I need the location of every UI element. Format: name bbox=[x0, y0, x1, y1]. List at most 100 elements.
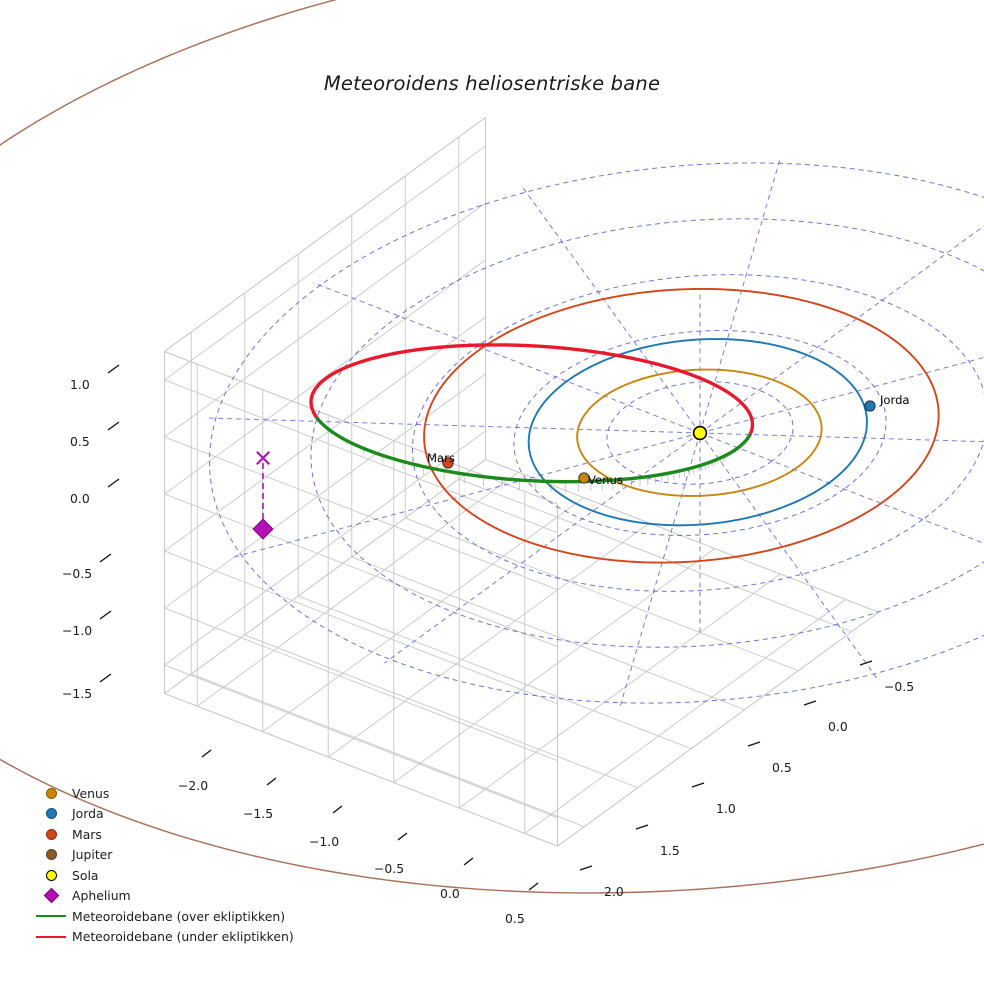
axis-tick bbox=[266, 777, 277, 786]
marker-aphelion[interactable] bbox=[252, 518, 274, 540]
y-tick-label: 1.5 bbox=[660, 843, 680, 858]
legend-item[interactable]: Mars bbox=[30, 824, 330, 845]
legend-marker bbox=[30, 828, 72, 840]
axis-tick bbox=[107, 478, 120, 488]
body-label-mars: Mars bbox=[427, 451, 455, 465]
grid-line bbox=[524, 599, 847, 834]
grid-line bbox=[458, 573, 781, 809]
legend-marker bbox=[30, 887, 72, 904]
x-tick-label: −1.5 bbox=[243, 806, 274, 821]
grid-line bbox=[164, 379, 558, 534]
y-tick-label: 1.0 bbox=[716, 801, 736, 816]
circle-marker-icon bbox=[45, 787, 57, 799]
circle-marker-icon bbox=[45, 849, 57, 861]
axis-tick bbox=[397, 832, 408, 841]
circle-marker-icon bbox=[45, 808, 57, 820]
axis-tick bbox=[107, 364, 120, 374]
aphelion-cross-icon bbox=[256, 451, 270, 465]
legend-label: Jorda bbox=[72, 806, 104, 822]
grid-line bbox=[191, 673, 585, 828]
legend-item[interactable]: Jorda bbox=[30, 804, 330, 825]
axis-tick-marks bbox=[99, 364, 873, 891]
polar-spoke bbox=[699, 225, 984, 434]
polar-ring bbox=[310, 218, 984, 648]
grid-line bbox=[164, 202, 486, 438]
legend-marker bbox=[30, 915, 72, 918]
grid-line bbox=[164, 259, 486, 495]
legend-marker bbox=[30, 869, 72, 881]
axis-tick bbox=[201, 749, 212, 758]
grid-line bbox=[164, 459, 486, 694]
grid-line bbox=[458, 478, 852, 633]
z-tick-label: −1.0 bbox=[62, 623, 93, 638]
y-tick-label: 0.5 bbox=[772, 760, 792, 775]
grid-line bbox=[164, 607, 558, 762]
z-tick-label: 0.5 bbox=[70, 434, 90, 449]
orbit-venus bbox=[576, 368, 823, 497]
grid-line bbox=[164, 436, 558, 591]
z-tick-label: 0.0 bbox=[70, 491, 90, 506]
legend: Venus Jorda Mars Jupiter Sola Aphelium Meteoro… bbox=[30, 783, 330, 947]
orbit-jorda bbox=[527, 338, 868, 527]
axis-tick bbox=[579, 865, 593, 871]
legend-item[interactable]: Sola bbox=[30, 865, 330, 886]
marker-mars[interactable] bbox=[442, 457, 454, 469]
legend-item[interactable]: Meteoroidebane (over ekliptikken) bbox=[30, 906, 330, 927]
legend-line-swatch bbox=[36, 915, 66, 918]
axis-tick bbox=[859, 660, 873, 666]
axis-tick bbox=[691, 782, 705, 788]
polar-spoke bbox=[207, 417, 701, 434]
polar-spoke bbox=[384, 432, 701, 664]
legend-item[interactable]: Venus bbox=[30, 783, 330, 804]
axis-tick bbox=[107, 421, 120, 431]
polar-spoke bbox=[699, 432, 984, 544]
orbit-mars bbox=[423, 287, 940, 564]
grid-line bbox=[164, 493, 558, 648]
grid-line bbox=[351, 556, 745, 711]
grid-line bbox=[164, 145, 486, 381]
grid-line bbox=[164, 430, 486, 666]
marker-sun[interactable] bbox=[692, 425, 708, 441]
legend-label: Meteoroidebane (over ekliptikken) bbox=[72, 908, 286, 924]
legend-label: Sola bbox=[72, 867, 99, 883]
axis-tick bbox=[528, 882, 539, 891]
polar-spoke bbox=[619, 432, 701, 708]
circle-marker-icon bbox=[45, 828, 57, 840]
legend-marker bbox=[30, 808, 72, 820]
grid-line bbox=[164, 550, 558, 705]
axis-tick bbox=[635, 824, 649, 830]
page-title: Meteoroidens heliosentriske bane bbox=[323, 72, 661, 95]
axis-tick bbox=[332, 805, 343, 814]
grid-line bbox=[164, 316, 486, 552]
axis-tick bbox=[463, 857, 474, 866]
legend-label: Jupiter bbox=[72, 847, 113, 863]
aphelion-dropline bbox=[256, 451, 270, 529]
legend-marker bbox=[30, 935, 72, 938]
legend-item[interactable]: Aphelium bbox=[30, 886, 330, 907]
diamond-marker-icon bbox=[43, 887, 59, 904]
polar-grid bbox=[207, 158, 984, 708]
axis-tick bbox=[803, 700, 817, 706]
polar-spoke bbox=[699, 432, 984, 443]
meteoroid-arc-below bbox=[309, 343, 755, 437]
polar-spoke bbox=[313, 282, 701, 434]
z-tick-label: −0.5 bbox=[62, 566, 93, 581]
marker-venus[interactable] bbox=[578, 472, 590, 484]
grid-line bbox=[405, 517, 799, 672]
x-tick-label: −2.0 bbox=[178, 778, 209, 793]
meteoroid-arc-above bbox=[745, 433, 752, 441]
body-markers bbox=[252, 400, 876, 540]
legend-label: Venus bbox=[72, 785, 110, 801]
grid-line bbox=[244, 634, 638, 789]
x-tick-label: 0.5 bbox=[505, 911, 525, 926]
grid-line bbox=[393, 548, 716, 783]
legend-label: Meteoroidebane (under ekliptikken) bbox=[72, 929, 294, 945]
grid-line bbox=[327, 522, 650, 758]
legend-item[interactable]: Jupiter bbox=[30, 845, 330, 866]
marker-jorda[interactable] bbox=[864, 400, 876, 412]
legend-marker bbox=[30, 787, 72, 799]
grid-line bbox=[557, 611, 879, 847]
legend-item[interactable]: Meteoroidebane (under ekliptikken) bbox=[30, 927, 330, 948]
